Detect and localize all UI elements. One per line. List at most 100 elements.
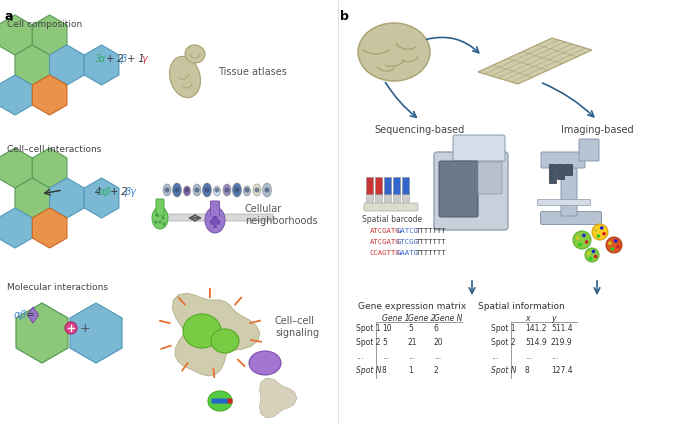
Ellipse shape [193, 184, 201, 196]
Polygon shape [49, 178, 84, 218]
FancyBboxPatch shape [566, 165, 573, 176]
FancyBboxPatch shape [439, 161, 478, 217]
Text: γ: γ [141, 54, 147, 64]
Text: 219.9: 219.9 [551, 338, 573, 347]
Text: Spot N: Spot N [491, 366, 516, 375]
FancyBboxPatch shape [558, 165, 564, 179]
Text: ...: ... [356, 352, 363, 361]
Text: 5: 5 [408, 324, 413, 333]
Text: TTTTTTT: TTTTTTT [416, 250, 446, 256]
Text: 6: 6 [434, 324, 439, 333]
Circle shape [614, 239, 617, 243]
Circle shape [225, 187, 229, 192]
Polygon shape [32, 208, 67, 248]
Polygon shape [478, 38, 592, 84]
Text: Spot 1: Spot 1 [491, 324, 516, 333]
FancyBboxPatch shape [227, 398, 232, 404]
Circle shape [214, 187, 219, 192]
Text: βγ: βγ [124, 187, 136, 197]
FancyBboxPatch shape [366, 192, 373, 206]
Polygon shape [27, 307, 38, 323]
Text: 4: 4 [95, 187, 101, 197]
Circle shape [210, 217, 212, 220]
Text: CCAGTTG: CCAGTTG [370, 250, 401, 256]
Circle shape [592, 224, 608, 240]
FancyBboxPatch shape [478, 162, 502, 194]
Circle shape [592, 250, 595, 253]
Circle shape [216, 225, 219, 228]
FancyBboxPatch shape [375, 192, 382, 206]
Text: β: β [120, 54, 126, 64]
Ellipse shape [183, 314, 221, 348]
FancyBboxPatch shape [393, 178, 401, 195]
Text: Cell–cell interactions: Cell–cell interactions [7, 145, 101, 154]
FancyBboxPatch shape [540, 212, 601, 225]
FancyBboxPatch shape [549, 165, 556, 184]
Circle shape [585, 240, 588, 244]
Circle shape [575, 236, 580, 240]
Text: ...: ... [382, 352, 389, 361]
Text: Cell composition: Cell composition [7, 20, 82, 29]
Circle shape [214, 228, 216, 231]
FancyBboxPatch shape [434, 152, 508, 230]
Ellipse shape [223, 184, 231, 196]
Circle shape [594, 228, 598, 232]
Text: 10: 10 [382, 324, 392, 333]
Ellipse shape [210, 217, 219, 228]
FancyBboxPatch shape [403, 178, 410, 195]
Text: ...: ... [551, 352, 558, 361]
FancyBboxPatch shape [366, 178, 373, 195]
Polygon shape [0, 75, 32, 115]
Text: 514.9: 514.9 [525, 338, 547, 347]
Circle shape [578, 243, 582, 246]
Polygon shape [0, 15, 32, 55]
Circle shape [255, 187, 260, 192]
Ellipse shape [173, 183, 182, 197]
Text: b: b [340, 10, 349, 23]
Circle shape [175, 187, 179, 192]
Text: 5: 5 [382, 338, 387, 347]
Circle shape [158, 220, 162, 223]
Polygon shape [16, 303, 68, 363]
FancyBboxPatch shape [561, 164, 577, 216]
Circle shape [245, 187, 249, 192]
Text: Gene 2: Gene 2 [408, 314, 436, 323]
FancyBboxPatch shape [364, 203, 418, 211]
Circle shape [155, 214, 158, 217]
Circle shape [65, 322, 77, 334]
Polygon shape [49, 45, 84, 85]
Ellipse shape [208, 391, 232, 411]
Text: 127.4: 127.4 [551, 366, 573, 375]
Circle shape [588, 257, 593, 260]
Polygon shape [84, 45, 119, 85]
FancyBboxPatch shape [384, 178, 392, 195]
Text: Sequencing-based: Sequencing-based [375, 125, 465, 135]
FancyBboxPatch shape [579, 139, 599, 161]
FancyBboxPatch shape [541, 152, 585, 168]
Ellipse shape [203, 183, 212, 197]
Polygon shape [15, 45, 49, 85]
Text: 8: 8 [525, 366, 530, 375]
Text: Spot 2: Spot 2 [491, 338, 516, 347]
Text: ATCGATG: ATCGATG [370, 228, 401, 234]
Text: ...: ... [408, 352, 415, 361]
Polygon shape [0, 148, 32, 188]
Circle shape [616, 245, 620, 249]
Text: 141.2: 141.2 [525, 324, 547, 333]
Text: + 2: + 2 [103, 54, 124, 64]
Text: Spatial barcode: Spatial barcode [362, 215, 422, 224]
Polygon shape [70, 303, 122, 363]
Text: 8: 8 [382, 366, 387, 375]
Polygon shape [0, 208, 32, 248]
Polygon shape [84, 178, 119, 218]
Polygon shape [260, 378, 297, 418]
Text: αβ: αβ [99, 187, 112, 197]
Text: 1: 1 [408, 366, 413, 375]
FancyBboxPatch shape [210, 201, 219, 218]
Text: ...: ... [491, 352, 498, 361]
Text: + 1: + 1 [124, 54, 145, 64]
Text: Imaging-based: Imaging-based [561, 125, 634, 135]
Ellipse shape [169, 56, 201, 98]
Ellipse shape [243, 186, 251, 196]
Circle shape [608, 242, 612, 245]
